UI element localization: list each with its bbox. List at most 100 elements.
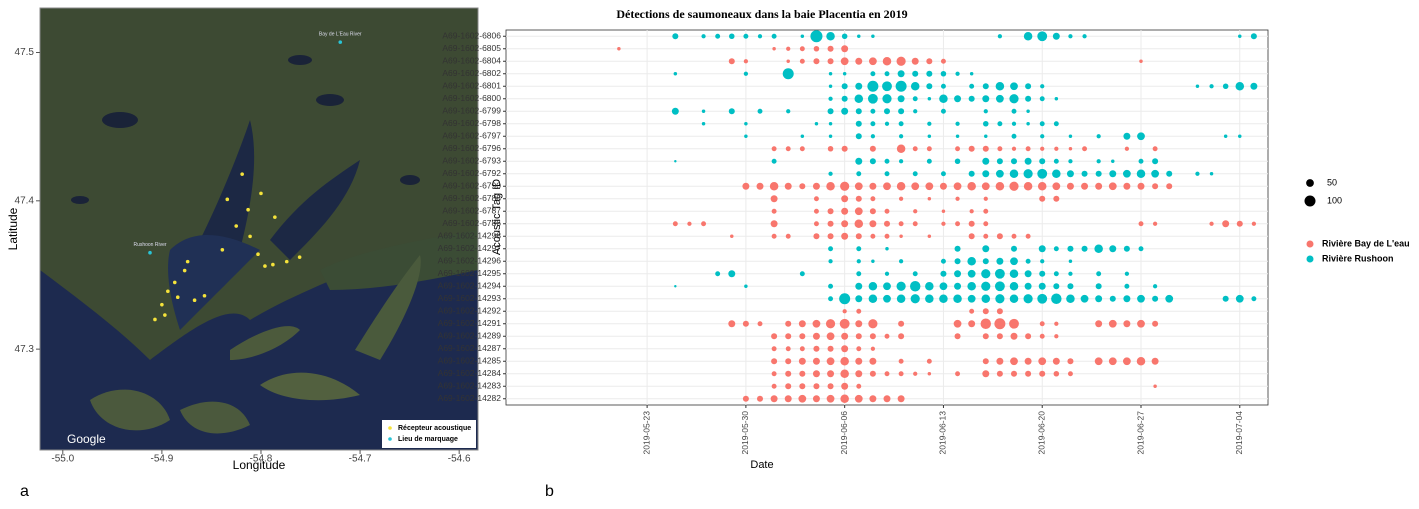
bubble	[841, 195, 849, 203]
bubble	[1039, 321, 1045, 327]
bubble	[868, 294, 878, 304]
bubble	[927, 197, 932, 201]
bubble	[786, 59, 790, 63]
y-tick-label: A69-1602-14296	[438, 256, 502, 266]
bubble	[868, 57, 877, 66]
bubble	[1067, 371, 1073, 377]
bubble	[1095, 283, 1102, 290]
bubble	[1010, 158, 1018, 165]
bubble	[869, 220, 877, 228]
bubble	[1025, 95, 1032, 102]
bubble	[955, 146, 961, 152]
bubble	[996, 357, 1004, 365]
bubble	[899, 234, 903, 238]
bubble	[672, 221, 678, 227]
receiver	[297, 255, 302, 259]
x-tick-label: 2019-06-27	[1135, 411, 1145, 455]
bubble	[1250, 82, 1258, 90]
bubble	[913, 371, 918, 376]
bubble	[1080, 294, 1089, 303]
bubble	[927, 97, 932, 101]
bubble	[940, 258, 946, 264]
bubble	[913, 109, 918, 114]
bubble	[1122, 357, 1131, 366]
bubble	[744, 284, 748, 288]
bubble	[1137, 132, 1145, 141]
bubble	[968, 233, 975, 240]
y-tick-label: A69-1602-6787	[442, 206, 501, 216]
bubble	[812, 319, 821, 328]
y-tick-label: A69-1602-6799	[442, 106, 501, 116]
x-tick-label: 2019-06-20	[1036, 411, 1046, 455]
bubble	[897, 70, 905, 78]
bubble	[1096, 134, 1101, 139]
y-tick-label: A69-1602-14294	[438, 281, 502, 291]
bubble	[798, 320, 806, 328]
bubble	[856, 271, 862, 277]
bubble	[1009, 294, 1019, 304]
chart-title: Détections de saumoneaux dans la baie Pl…	[616, 7, 907, 21]
bubble	[1235, 294, 1244, 303]
bubble	[1051, 293, 1062, 304]
x-tick-label: 2019-05-23	[641, 411, 651, 455]
bubble	[983, 208, 989, 214]
bubble	[926, 83, 933, 90]
bubble	[842, 72, 847, 76]
bubble	[742, 182, 750, 190]
bubble	[967, 281, 976, 291]
bubble	[856, 383, 862, 389]
bubble	[730, 234, 734, 238]
bubble	[841, 345, 849, 353]
bubble	[841, 145, 848, 152]
bubble	[1038, 282, 1046, 290]
bubble	[896, 281, 906, 291]
bubble	[1009, 94, 1019, 104]
bubble	[869, 395, 877, 403]
panel-label: a	[20, 483, 29, 500]
bubble	[896, 144, 906, 154]
bubble	[996, 233, 1003, 240]
bubble	[728, 270, 736, 278]
bubble	[940, 83, 946, 89]
bubble	[982, 245, 990, 253]
tagging-site	[338, 40, 343, 44]
bubble	[1195, 84, 1200, 88]
bubble	[771, 146, 777, 152]
bubble	[982, 83, 989, 90]
bubble	[799, 333, 806, 340]
receiver	[202, 293, 207, 298]
bubble	[1010, 332, 1018, 340]
receiver	[175, 295, 180, 300]
y-tick-label: A69-1602-14287	[438, 343, 502, 353]
bubble	[1054, 146, 1059, 151]
y-tick-label: A69-1602-14292	[438, 306, 502, 316]
receiver	[259, 191, 263, 196]
bubble	[799, 183, 806, 190]
bubble	[1137, 319, 1145, 328]
bubble	[841, 33, 848, 39]
bubble	[827, 146, 834, 152]
bubble	[954, 270, 962, 278]
bubble	[869, 370, 876, 377]
bubble	[939, 294, 948, 304]
bubble	[927, 372, 932, 376]
bubble	[744, 122, 748, 126]
size-legend-key	[1306, 179, 1314, 187]
bubble	[854, 182, 863, 191]
bubble	[770, 395, 778, 403]
bubble	[1009, 281, 1019, 291]
bubble	[828, 246, 834, 252]
bubble	[940, 108, 946, 114]
bubble	[912, 96, 918, 102]
bubble	[841, 83, 848, 90]
bubble	[757, 34, 763, 39]
bubble	[954, 245, 961, 252]
bubble	[941, 221, 946, 226]
bubble	[1040, 134, 1045, 139]
bubble	[1108, 357, 1117, 366]
y-tick-label: A69-1602-14298	[438, 231, 502, 241]
bubble	[743, 71, 749, 76]
bubble	[1024, 357, 1032, 365]
bubble	[1011, 121, 1017, 126]
bubble	[771, 158, 777, 164]
